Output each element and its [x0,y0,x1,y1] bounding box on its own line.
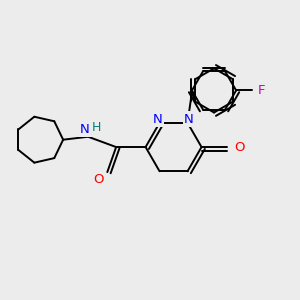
Text: H: H [92,121,101,134]
Text: N: N [153,113,163,126]
Text: N: N [80,123,89,136]
Text: O: O [93,173,104,186]
Text: F: F [258,84,266,97]
Text: NH: NH [80,123,100,136]
Text: O: O [235,141,245,154]
Text: N: N [184,113,194,126]
